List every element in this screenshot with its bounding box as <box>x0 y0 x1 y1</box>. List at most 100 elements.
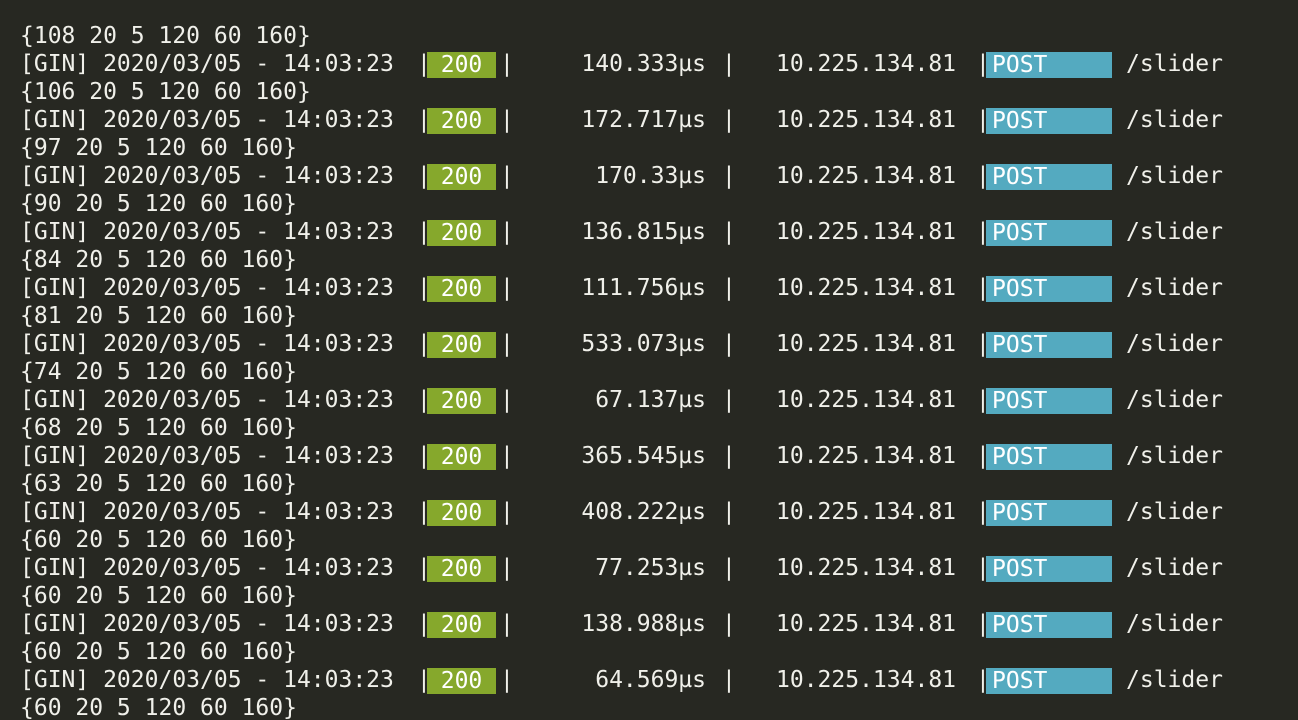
log-prefix: [GIN] 2020/03/05 - 14:03:23 <box>20 219 394 245</box>
latency: 140.333µs <box>581 51 706 77</box>
method-badge: POST <box>986 220 1112 246</box>
separator: | <box>500 275 514 301</box>
separator: | <box>500 555 514 581</box>
client-ip: 10.225.134.81 <box>776 219 957 245</box>
log-entry: [GIN] 2020/03/05 - 14:03:23 | 200 | 111.… <box>20 274 1298 302</box>
method-badge: POST <box>986 668 1112 694</box>
method-badge: POST <box>986 108 1112 134</box>
client-ip: 10.225.134.81 <box>776 611 957 637</box>
client-ip: 10.225.134.81 <box>776 667 957 693</box>
separator: | <box>722 499 736 525</box>
client-ip: 10.225.134.81 <box>776 499 957 525</box>
latency: 172.717µs <box>581 107 706 133</box>
method-badge: POST <box>986 556 1112 582</box>
request-path: /slider <box>1126 611 1223 637</box>
log-prefix: [GIN] 2020/03/05 - 14:03:23 <box>20 51 394 77</box>
log-entry: [GIN] 2020/03/05 - 14:03:23 | 200 | 140.… <box>20 50 1298 78</box>
latency: 533.073µs <box>581 331 706 357</box>
log-value-line: {84 20 5 120 60 160} <box>20 247 297 273</box>
status-badge: 200 <box>427 220 496 246</box>
separator: | <box>500 51 514 77</box>
request-path: /slider <box>1126 275 1223 301</box>
status-badge: 200 <box>427 556 496 582</box>
log-value-line: {60 20 5 120 60 160} <box>20 695 297 720</box>
separator: | <box>722 611 736 637</box>
log-prefix: [GIN] 2020/03/05 - 14:03:23 <box>20 611 394 637</box>
status-badge: 200 <box>427 500 496 526</box>
log-entry: [GIN] 2020/03/05 - 14:03:23 | 200 | 77.2… <box>20 554 1298 582</box>
client-ip: 10.225.134.81 <box>776 163 957 189</box>
latency: 77.253µs <box>595 555 706 581</box>
request-path: /slider <box>1126 443 1223 469</box>
request-path: /slider <box>1126 219 1223 245</box>
client-ip: 10.225.134.81 <box>776 387 957 413</box>
request-path: /slider <box>1126 51 1223 77</box>
status-badge: 200 <box>427 444 496 470</box>
separator: | <box>722 219 736 245</box>
method-badge: POST <box>986 52 1112 78</box>
log-entry: [GIN] 2020/03/05 - 14:03:23 | 200 | 533.… <box>20 330 1298 358</box>
separator: | <box>500 219 514 245</box>
client-ip: 10.225.134.81 <box>776 51 957 77</box>
separator: | <box>722 667 736 693</box>
log-prefix: [GIN] 2020/03/05 - 14:03:23 <box>20 275 394 301</box>
log-prefix: [GIN] 2020/03/05 - 14:03:23 <box>20 107 394 133</box>
log-value-line: {60 20 5 120 60 160} <box>20 639 297 665</box>
request-path: /slider <box>1126 499 1223 525</box>
separator: | <box>500 163 514 189</box>
latency: 111.756µs <box>581 275 706 301</box>
log-prefix: [GIN] 2020/03/05 - 14:03:23 <box>20 163 394 189</box>
separator: | <box>500 331 514 357</box>
separator: | <box>500 499 514 525</box>
status-badge: 200 <box>427 276 496 302</box>
method-badge: POST <box>986 388 1112 414</box>
latency: 64.569µs <box>595 667 706 693</box>
separator: | <box>722 107 736 133</box>
client-ip: 10.225.134.81 <box>776 107 957 133</box>
log-prefix: [GIN] 2020/03/05 - 14:03:23 <box>20 667 394 693</box>
log-value-line: {68 20 5 120 60 160} <box>20 415 297 441</box>
log-prefix: [GIN] 2020/03/05 - 14:03:23 <box>20 443 394 469</box>
client-ip: 10.225.134.81 <box>776 443 957 469</box>
log-prefix: [GIN] 2020/03/05 - 14:03:23 <box>20 555 394 581</box>
log-entry: [GIN] 2020/03/05 - 14:03:23 | 200 | 67.1… <box>20 386 1298 414</box>
separator: | <box>722 51 736 77</box>
method-badge: POST <box>986 332 1112 358</box>
separator: | <box>722 443 736 469</box>
log-entry: [GIN] 2020/03/05 - 14:03:23 | 200 | 138.… <box>20 610 1298 638</box>
separator: | <box>500 611 514 637</box>
status-badge: 200 <box>427 108 496 134</box>
separator: | <box>722 387 736 413</box>
status-badge: 200 <box>427 52 496 78</box>
log-prefix: [GIN] 2020/03/05 - 14:03:23 <box>20 331 394 357</box>
client-ip: 10.225.134.81 <box>776 275 957 301</box>
request-path: /slider <box>1126 107 1223 133</box>
request-path: /slider <box>1126 555 1223 581</box>
log-value-line: {74 20 5 120 60 160} <box>20 359 297 385</box>
method-badge: POST <box>986 444 1112 470</box>
client-ip: 10.225.134.81 <box>776 555 957 581</box>
status-badge: 200 <box>427 332 496 358</box>
latency: 170.33µs <box>595 163 706 189</box>
log-value-line: {81 20 5 120 60 160} <box>20 303 297 329</box>
method-badge: POST <box>986 276 1112 302</box>
log-prefix: [GIN] 2020/03/05 - 14:03:23 <box>20 499 394 525</box>
log-entry: [GIN] 2020/03/05 - 14:03:23 | 200 | 136.… <box>20 218 1298 246</box>
log-value-line: {63 20 5 120 60 160} <box>20 471 297 497</box>
log-value-line: {60 20 5 120 60 160} <box>20 583 297 609</box>
method-badge: POST <box>986 500 1112 526</box>
status-badge: 200 <box>427 388 496 414</box>
request-path: /slider <box>1126 331 1223 357</box>
separator: | <box>722 163 736 189</box>
request-path: /slider <box>1126 163 1223 189</box>
request-path: /slider <box>1126 387 1223 413</box>
request-path: /slider <box>1126 667 1223 693</box>
latency: 408.222µs <box>581 499 706 525</box>
separator: | <box>500 667 514 693</box>
client-ip: 10.225.134.81 <box>776 331 957 357</box>
log-entry: [GIN] 2020/03/05 - 14:03:23 | 200 | 365.… <box>20 442 1298 470</box>
log-value-line: {97 20 5 120 60 160} <box>20 135 297 161</box>
log-entry: [GIN] 2020/03/05 - 14:03:23 | 200 | 172.… <box>20 106 1298 134</box>
separator: | <box>722 331 736 357</box>
